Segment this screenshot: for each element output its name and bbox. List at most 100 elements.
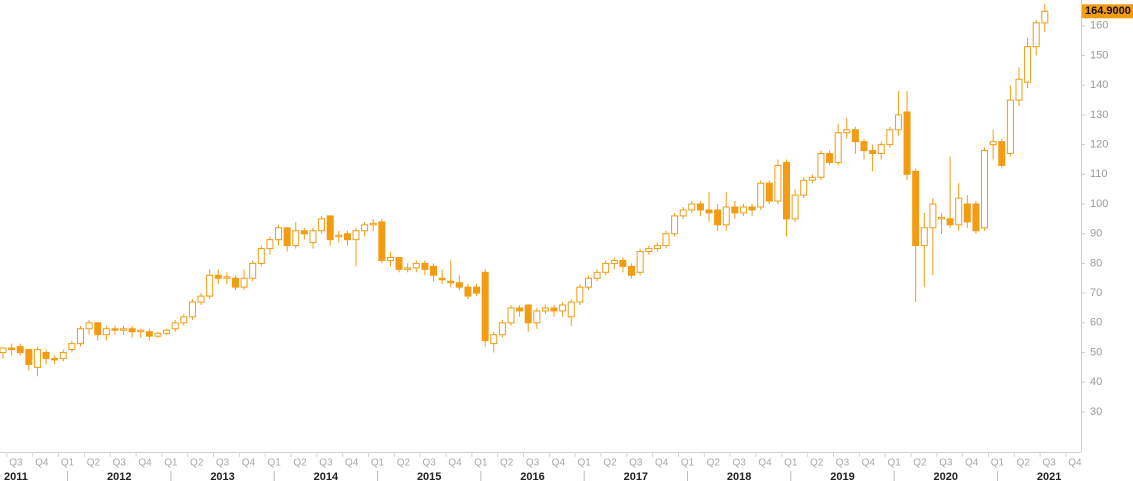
- quarter-label: Q4: [552, 458, 566, 469]
- candle-body: [188, 301, 196, 318]
- candle-body: [266, 239, 274, 250]
- quarter-label: Q1: [61, 458, 75, 469]
- quarter-label: Q2: [87, 458, 101, 469]
- candle-body: [912, 170, 920, 247]
- year-label: 2018: [727, 471, 751, 481]
- year-label: 2016: [520, 471, 544, 481]
- quarter-label: Q1: [164, 458, 178, 469]
- candle-body: [180, 316, 188, 324]
- candle-body: [68, 343, 76, 351]
- candle-body: [300, 230, 308, 235]
- candle-body: [447, 280, 455, 284]
- candle-body: [972, 203, 980, 232]
- quarter-label: Q4: [242, 458, 256, 469]
- candle-body: [679, 209, 687, 217]
- candle-body: [421, 262, 429, 270]
- candle-body: [584, 277, 592, 288]
- year-label: 2019: [830, 471, 854, 481]
- candle-body: [404, 267, 412, 270]
- y-tick-label: 70: [1090, 287, 1102, 299]
- quarter-label: Q4: [965, 458, 979, 469]
- candle-body: [636, 251, 644, 273]
- candle-body: [533, 310, 541, 324]
- y-tick-label: 110: [1090, 168, 1108, 180]
- candle-body: [481, 271, 489, 342]
- candle-body: [894, 114, 902, 131]
- candle-body: [490, 334, 498, 345]
- quarter-label: Q2: [913, 458, 927, 469]
- candle-body: [318, 218, 326, 232]
- quarter-label: Q3: [732, 458, 746, 469]
- quarter-label: Q2: [190, 458, 204, 469]
- candle-body: [102, 328, 110, 336]
- quarter-label: Q3: [526, 458, 540, 469]
- candle-body: [817, 153, 825, 178]
- candle-body: [1041, 10, 1049, 24]
- candle-body: [464, 286, 472, 297]
- candle-body: [946, 218, 954, 226]
- quarter-label: Q4: [448, 458, 462, 469]
- y-tick-label: 90: [1090, 228, 1102, 240]
- quarter-label: Q3: [9, 458, 23, 469]
- candle-body: [292, 230, 300, 247]
- candle-body: [171, 322, 179, 330]
- candle-body: [826, 153, 834, 163]
- candle-body: [309, 230, 317, 244]
- candle-body: [16, 346, 24, 354]
- quarter-label: Q4: [1068, 458, 1082, 469]
- year-label: 2020: [934, 471, 958, 481]
- candle-body: [834, 132, 842, 163]
- quarter-label: Q3: [319, 458, 333, 469]
- candle-body: [214, 274, 222, 279]
- candle-body: [722, 206, 730, 226]
- candle-body: [0, 347, 7, 354]
- quarter-label: Q3: [1042, 458, 1056, 469]
- candle-body: [473, 286, 481, 294]
- quarter-label: Q1: [578, 458, 592, 469]
- quarter-label: Q4: [655, 458, 669, 469]
- y-tick-label: 150: [1090, 49, 1108, 61]
- quarter-label: Q1: [991, 458, 1005, 469]
- candle-body: [860, 141, 868, 152]
- candle-body: [128, 328, 136, 333]
- candle-body: [223, 276, 231, 279]
- candle-body: [76, 328, 84, 345]
- candle-body: [369, 222, 377, 226]
- candle-body: [628, 265, 636, 276]
- candle-body: [963, 203, 971, 223]
- candle-body: [352, 230, 360, 241]
- candle-body: [783, 161, 791, 220]
- candle-body: [731, 206, 739, 214]
- candle-body: [1024, 46, 1032, 83]
- candle-body: [335, 234, 343, 238]
- candle-body: [998, 141, 1006, 166]
- candle-body: [59, 352, 67, 359]
- candle-body: [275, 227, 283, 241]
- candle-body: [438, 277, 446, 281]
- quarter-label: Q3: [939, 458, 953, 469]
- candle-body: [395, 256, 403, 270]
- candle-body: [283, 227, 291, 247]
- candle-body: [955, 197, 963, 226]
- candle-body: [774, 164, 782, 202]
- last-price-label: 164.9000: [1085, 5, 1131, 17]
- quarter-label: Q2: [1017, 458, 1031, 469]
- candle-body: [1006, 99, 1014, 155]
- candle-body: [85, 322, 93, 330]
- quarter-label: Q3: [423, 458, 437, 469]
- quarter-label: Q1: [784, 458, 798, 469]
- candle-body: [111, 328, 119, 331]
- candle-body: [851, 129, 859, 143]
- quarter-label: Q4: [138, 458, 152, 469]
- candle-body: [163, 329, 171, 334]
- candle-body: [145, 331, 153, 337]
- year-label: 2012: [107, 471, 131, 481]
- candle-body: [937, 216, 945, 220]
- y-tick-label: 160: [1090, 20, 1108, 32]
- quarter-label: Q2: [293, 458, 307, 469]
- candle-body: [507, 307, 515, 324]
- last-price-box: [1082, 4, 1133, 19]
- year-label: 2011: [4, 471, 28, 481]
- quarter-label: Q2: [810, 458, 824, 469]
- candle-body: [696, 203, 704, 211]
